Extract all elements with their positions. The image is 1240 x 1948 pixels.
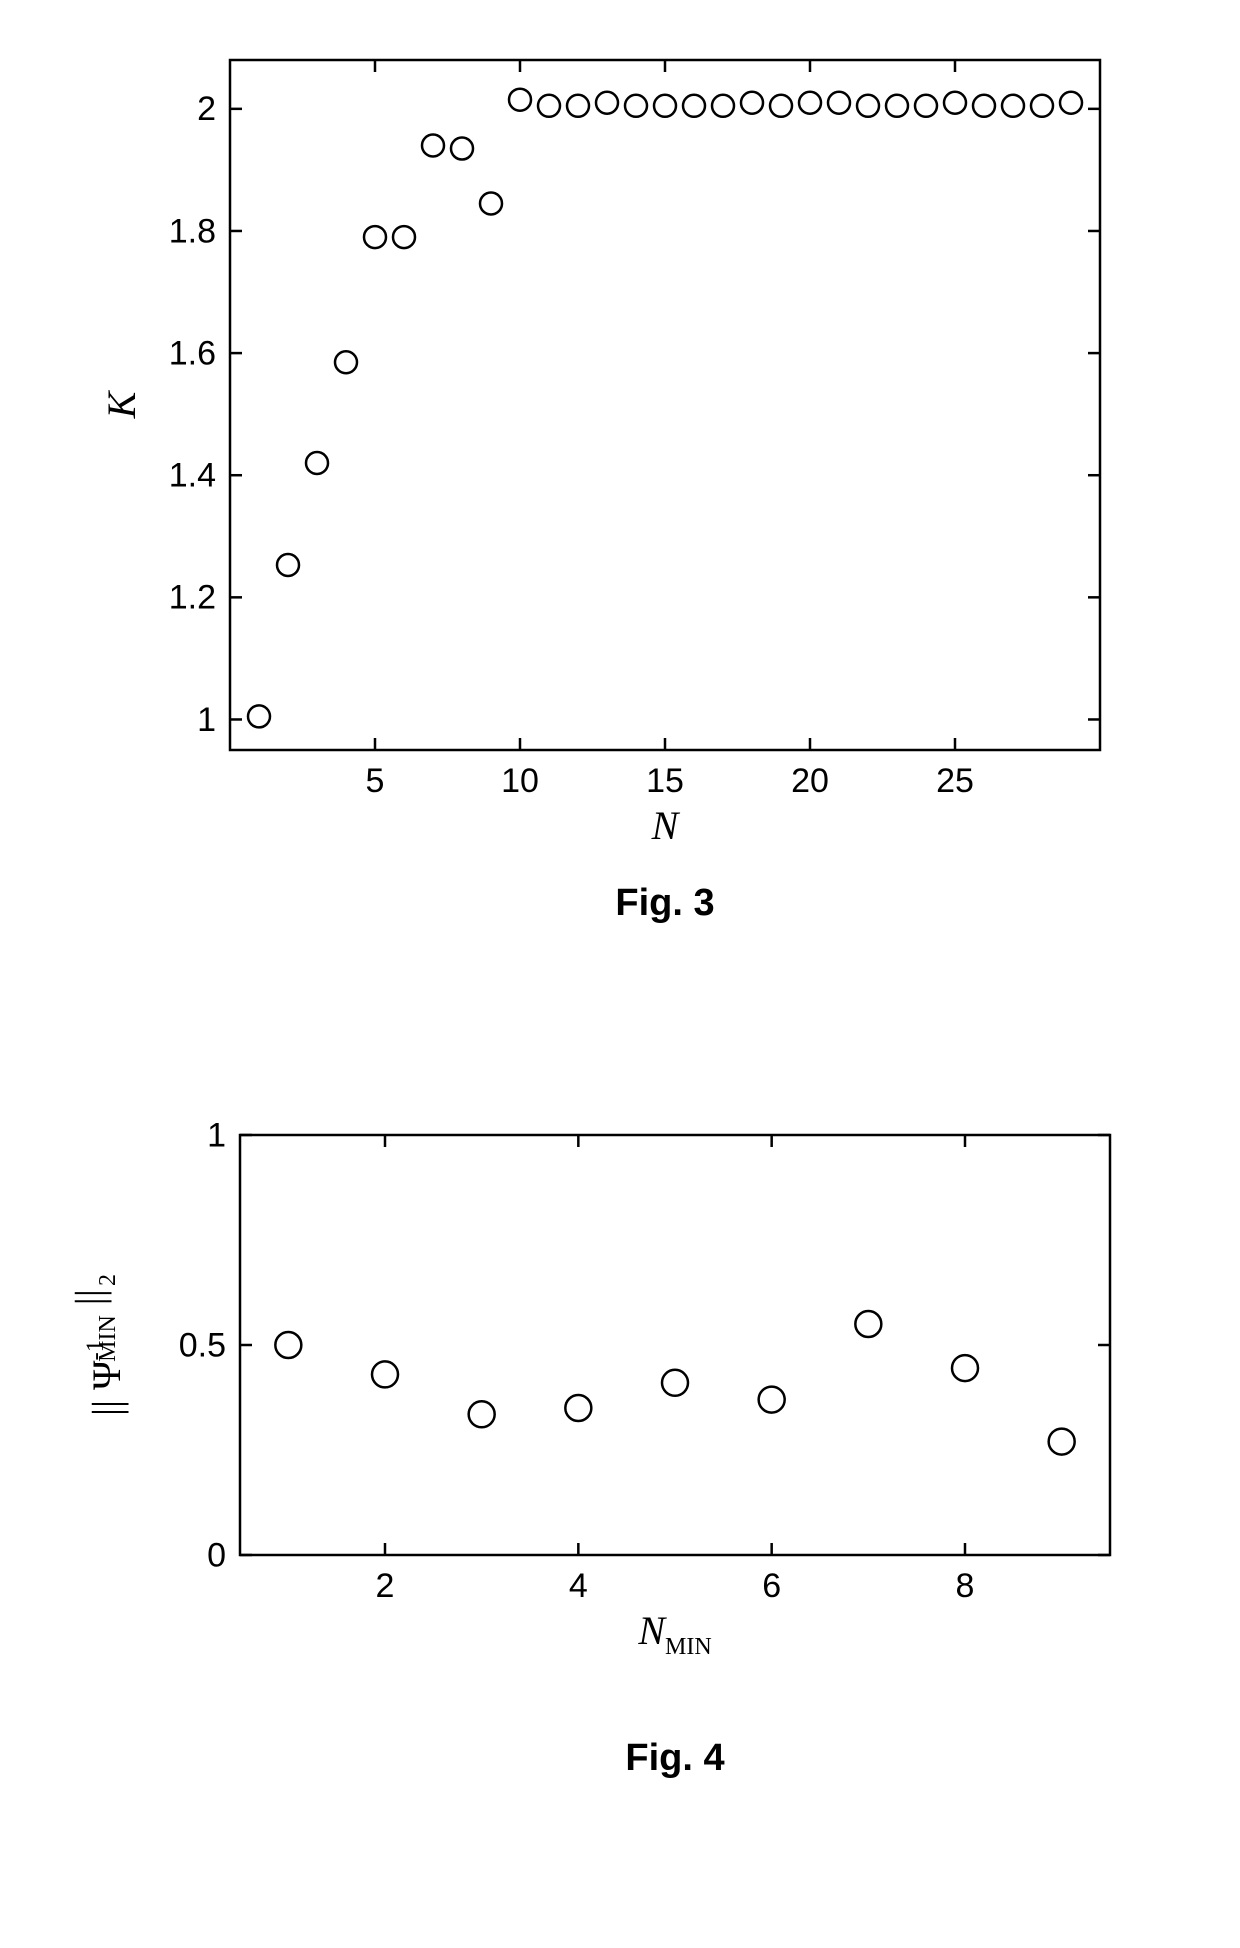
ytick-label: 0.5 [179, 1326, 226, 1364]
xtick-label: 6 [762, 1567, 781, 1605]
y-axis-label: || Ψ-1MIN ||2 [67, 1274, 129, 1416]
fig4-svg: 2 4 6 8 0 0.5 1 NMIN || Ψ-1MIN ||2 Fig. 4 [0, 0, 1240, 1943]
page: 51015202511.21.41.61.82NKFig. 3 246800.5… [0, 0, 1240, 1943]
xtick-label: 8 [956, 1567, 975, 1605]
plot-area [240, 1135, 1110, 1555]
figure-caption: Fig. 4 [625, 1737, 724, 1779]
ytick-label: 0 [207, 1536, 226, 1574]
xtick-label: 4 [569, 1567, 588, 1605]
xtick-label: 2 [376, 1567, 395, 1605]
svg-text:|| Ψ-1MIN ||2: || Ψ-1MIN ||2 [67, 1274, 129, 1416]
fig4-chart: 2 4 6 8 0 0.5 1 NMIN || Ψ-1MIN ||2 Fig. 4 [0, 0, 1240, 1943]
x-axis-label: NMIN [637, 1608, 711, 1660]
ytick-label: 1 [207, 1116, 226, 1154]
